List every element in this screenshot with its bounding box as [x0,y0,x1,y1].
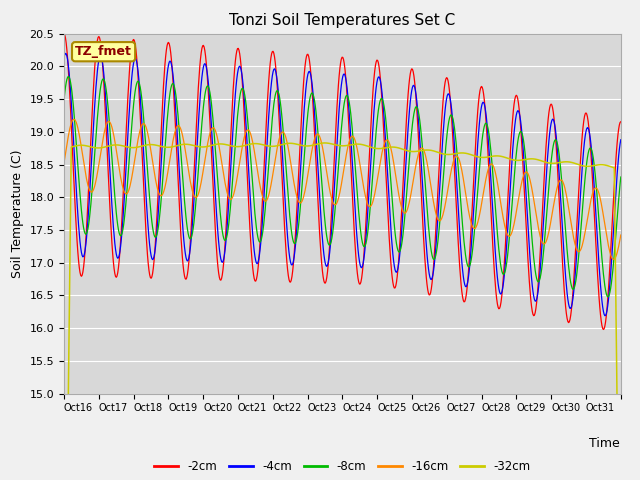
Title: Tonzi Soil Temperatures Set C: Tonzi Soil Temperatures Set C [229,13,456,28]
Y-axis label: Soil Temperature (C): Soil Temperature (C) [11,149,24,278]
Text: TZ_fmet: TZ_fmet [75,45,132,58]
X-axis label: Time: Time [589,437,620,450]
Legend: -2cm, -4cm, -8cm, -16cm, -32cm: -2cm, -4cm, -8cm, -16cm, -32cm [150,455,535,478]
